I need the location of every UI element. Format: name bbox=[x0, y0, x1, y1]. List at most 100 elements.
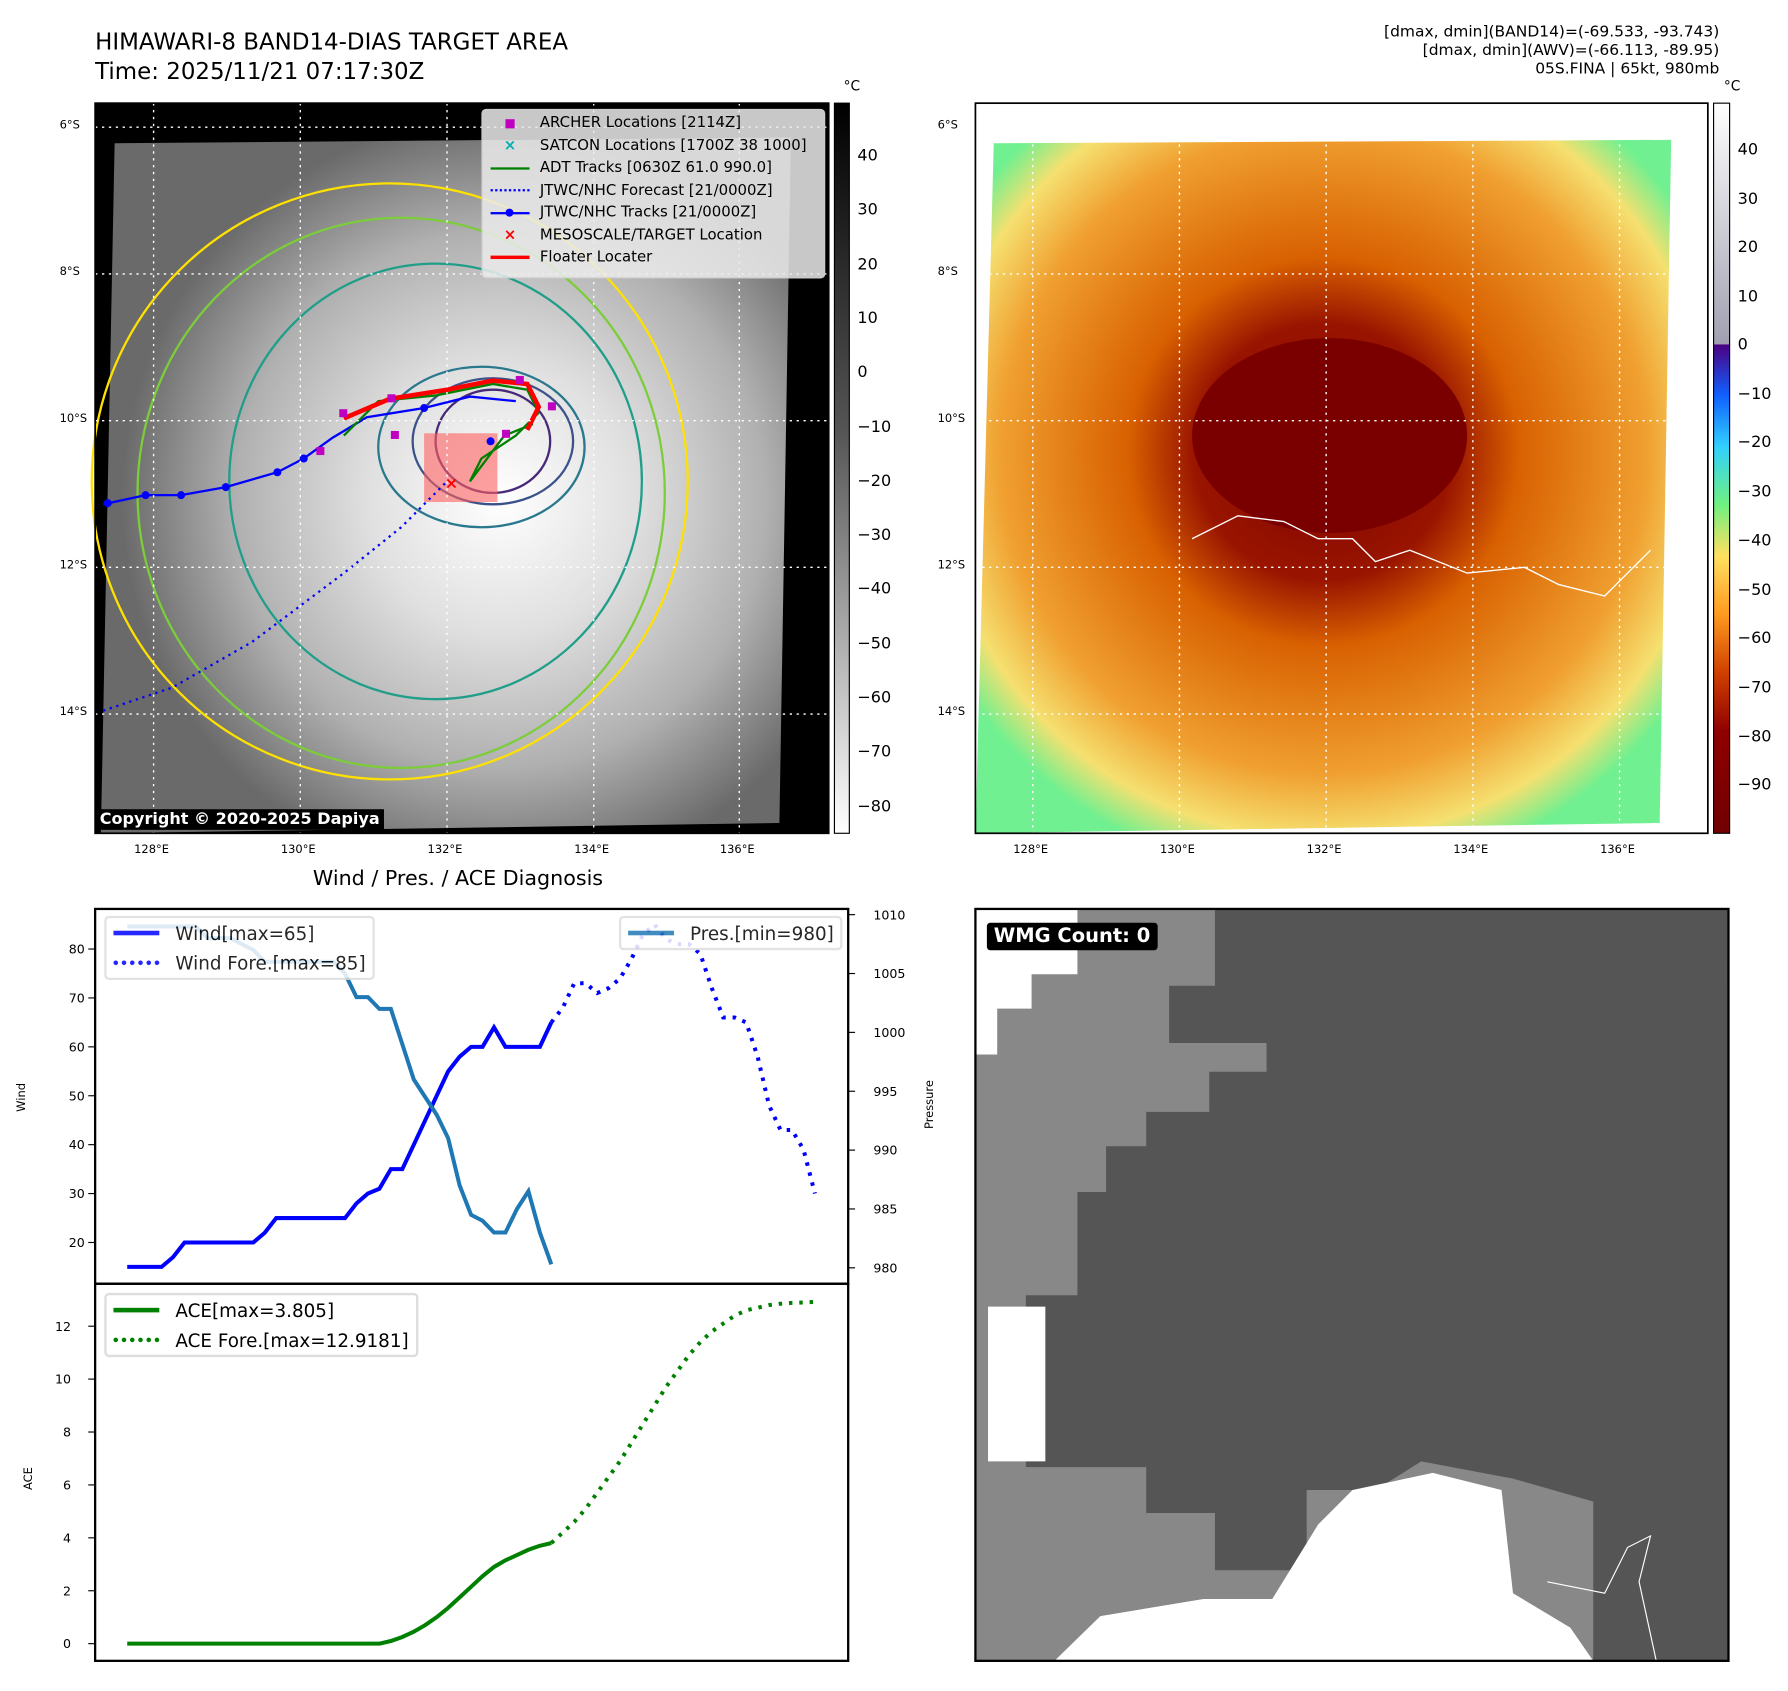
colorbar-tick: −20 bbox=[1737, 433, 1772, 453]
colorbar-tick: −50 bbox=[857, 634, 892, 653]
colorbar-tick: −90 bbox=[1737, 776, 1772, 795]
coastline bbox=[1191, 515, 1652, 597]
colorbar-tick: −80 bbox=[857, 797, 892, 816]
colorbar-tick: −50 bbox=[1737, 580, 1772, 599]
pressure-tick-label: 1000 bbox=[873, 1025, 905, 1040]
pressure-tick-label: 985 bbox=[873, 1202, 897, 1217]
legend-label: Pres.[min=980] bbox=[690, 922, 834, 944]
colorbar-tick: −40 bbox=[1737, 531, 1772, 550]
gridlines bbox=[975, 103, 1708, 834]
copyright: Copyright © 2020-2025 Dapiya bbox=[95, 809, 385, 830]
colorbar-tick: 20 bbox=[1737, 238, 1759, 257]
figure-time: Time: 2025/11/21 07:17:30Z bbox=[95, 57, 425, 85]
series-ace-fore- bbox=[549, 1299, 816, 1545]
lon-label: 128°E bbox=[1013, 843, 1049, 857]
ace-tick-label: 0 bbox=[63, 1636, 71, 1651]
legend-adt: ADT Tracks [0630Z 61.0 990.0] bbox=[487, 157, 824, 179]
legend-wind-forecast: Wind Fore.[max=85] bbox=[107, 948, 373, 978]
legend-label: ADT Tracks [0630Z 61.0 990.0] bbox=[539, 159, 772, 177]
series-wind bbox=[127, 1021, 554, 1269]
legend-archer: ARCHER Locations [2114Z] bbox=[487, 112, 824, 134]
colorbar-tick: 10 bbox=[1737, 287, 1759, 306]
floater-box bbox=[424, 433, 498, 503]
legend-label: ARCHER Locations [2114Z] bbox=[539, 114, 742, 133]
colorbar-tick: −60 bbox=[857, 688, 892, 708]
wind-tick-label: 20 bbox=[69, 1235, 85, 1250]
colorbar-tick: 0 bbox=[857, 363, 868, 382]
pressure-tick-label: 990 bbox=[873, 1143, 897, 1158]
series-wind-fore- bbox=[549, 921, 817, 1195]
legend-pressure: Pres.[min=980] bbox=[621, 918, 840, 948]
legend-target: × MESOSCALE/TARGET Location bbox=[503, 226, 763, 244]
map-legend: ARCHER Locations [2114Z] × SATCON Locatio… bbox=[481, 108, 826, 279]
legend-label: Floater Locater bbox=[539, 249, 653, 267]
pressure-legend: Pres.[min=980] bbox=[618, 915, 843, 951]
ace-tick-label: 12 bbox=[55, 1319, 71, 1334]
legend-jtwc-forecast: JTWC/NHC Forecast [21/0000Z] bbox=[487, 179, 824, 201]
wind-tick-label: 70 bbox=[69, 991, 85, 1006]
wmg-light-region bbox=[975, 908, 1594, 1661]
cold-cloud-core bbox=[1192, 338, 1468, 533]
lon-label: 130°E bbox=[280, 843, 316, 857]
ace-tick-label: 10 bbox=[55, 1372, 71, 1387]
pressure-tick-label: 980 bbox=[873, 1260, 897, 1275]
wind-tick-label: 30 bbox=[69, 1186, 85, 1201]
lat-label: 6°S bbox=[937, 119, 958, 132]
ace-tick-label: 2 bbox=[63, 1583, 71, 1598]
ace-axes bbox=[93, 1282, 850, 1662]
lon-label: 134°E bbox=[1453, 843, 1489, 857]
colorbar-tick: −70 bbox=[1737, 678, 1772, 697]
lon-label: 136°E bbox=[1600, 843, 1635, 857]
figure-title: HIMAWARI-8 BAND14-DIAS TARGET AREA bbox=[95, 27, 569, 56]
wind-legend: Wind[max=65] Wind Fore.[max=85] bbox=[104, 915, 375, 981]
lat-label: 12°S bbox=[59, 559, 88, 572]
lat-label: 14°S bbox=[937, 706, 966, 719]
info-awv: [dmax, dmin](AWV)=(-66.113, -89.95) bbox=[1422, 41, 1720, 60]
wind-tick-label: 80 bbox=[69, 942, 85, 957]
adt-track bbox=[343, 382, 541, 483]
colorbar-tick: −80 bbox=[1737, 727, 1772, 746]
wind-tick-label: 40 bbox=[69, 1137, 85, 1152]
legend-label: MESOSCALE/TARGET Location bbox=[539, 226, 763, 244]
chart-title: Wind / Pres. / ACE Diagnosis bbox=[312, 866, 604, 891]
series-ace bbox=[127, 1541, 552, 1646]
colorbar-tick: −20 bbox=[857, 472, 892, 491]
legend-jtwc-tracks: JTWC/NHC Tracks [21/0000Z] bbox=[487, 202, 824, 224]
ace-tick-label: 4 bbox=[63, 1530, 71, 1545]
pressure-tick-label: 995 bbox=[873, 1084, 897, 1099]
legend-label: Wind[max=65] bbox=[175, 922, 315, 944]
legend-satcon: × SATCON Locations [1700Z 38 1000] bbox=[503, 137, 807, 155]
legend-label: ACE[max=3.805] bbox=[175, 1299, 335, 1321]
colorbar-tick: 20 bbox=[857, 255, 878, 274]
jtwc-forecast bbox=[102, 480, 448, 712]
target-marker: × bbox=[445, 473, 458, 492]
colorbar-tick: −60 bbox=[1737, 629, 1772, 648]
lon-label: 132°E bbox=[427, 843, 463, 857]
pressure-tick-label: 1005 bbox=[873, 966, 905, 981]
lon-label: 130°E bbox=[1159, 843, 1195, 857]
colorbar-tick: 10 bbox=[857, 309, 878, 328]
colorbar-tick: 40 bbox=[857, 146, 878, 166]
wind-tick-label: 50 bbox=[69, 1088, 85, 1103]
lat-label: 14°S bbox=[59, 706, 88, 719]
colorbar-tick: 0 bbox=[1737, 335, 1748, 355]
legend-ace-forecast: ACE Fore.[max=12.9181] bbox=[107, 1325, 416, 1355]
lon-label: 134°E bbox=[574, 843, 610, 857]
lat-label: 8°S bbox=[937, 265, 958, 279]
lat-label: 8°S bbox=[59, 265, 80, 279]
lat-label: 10°S bbox=[937, 412, 966, 426]
ace-tick-label: 8 bbox=[63, 1425, 71, 1440]
legend-label: JTWC/NHC Tracks [21/0000Z] bbox=[539, 204, 757, 222]
lat-label: 10°S bbox=[59, 412, 88, 426]
gray-colorbar-unit: °C bbox=[843, 77, 861, 94]
legend-label: JTWC/NHC Forecast [21/0000Z] bbox=[539, 181, 773, 200]
colorbar-tick: −10 bbox=[1737, 384, 1772, 404]
lon-label: 136°E bbox=[719, 843, 755, 857]
legend-label: Wind Fore.[max=85] bbox=[175, 951, 366, 974]
lat-label: 6°S bbox=[59, 119, 80, 132]
colorbar-tick: 40 bbox=[1737, 140, 1759, 160]
colorbar-tick: −30 bbox=[1737, 482, 1772, 501]
legend-wind: Wind[max=65] bbox=[107, 918, 373, 948]
